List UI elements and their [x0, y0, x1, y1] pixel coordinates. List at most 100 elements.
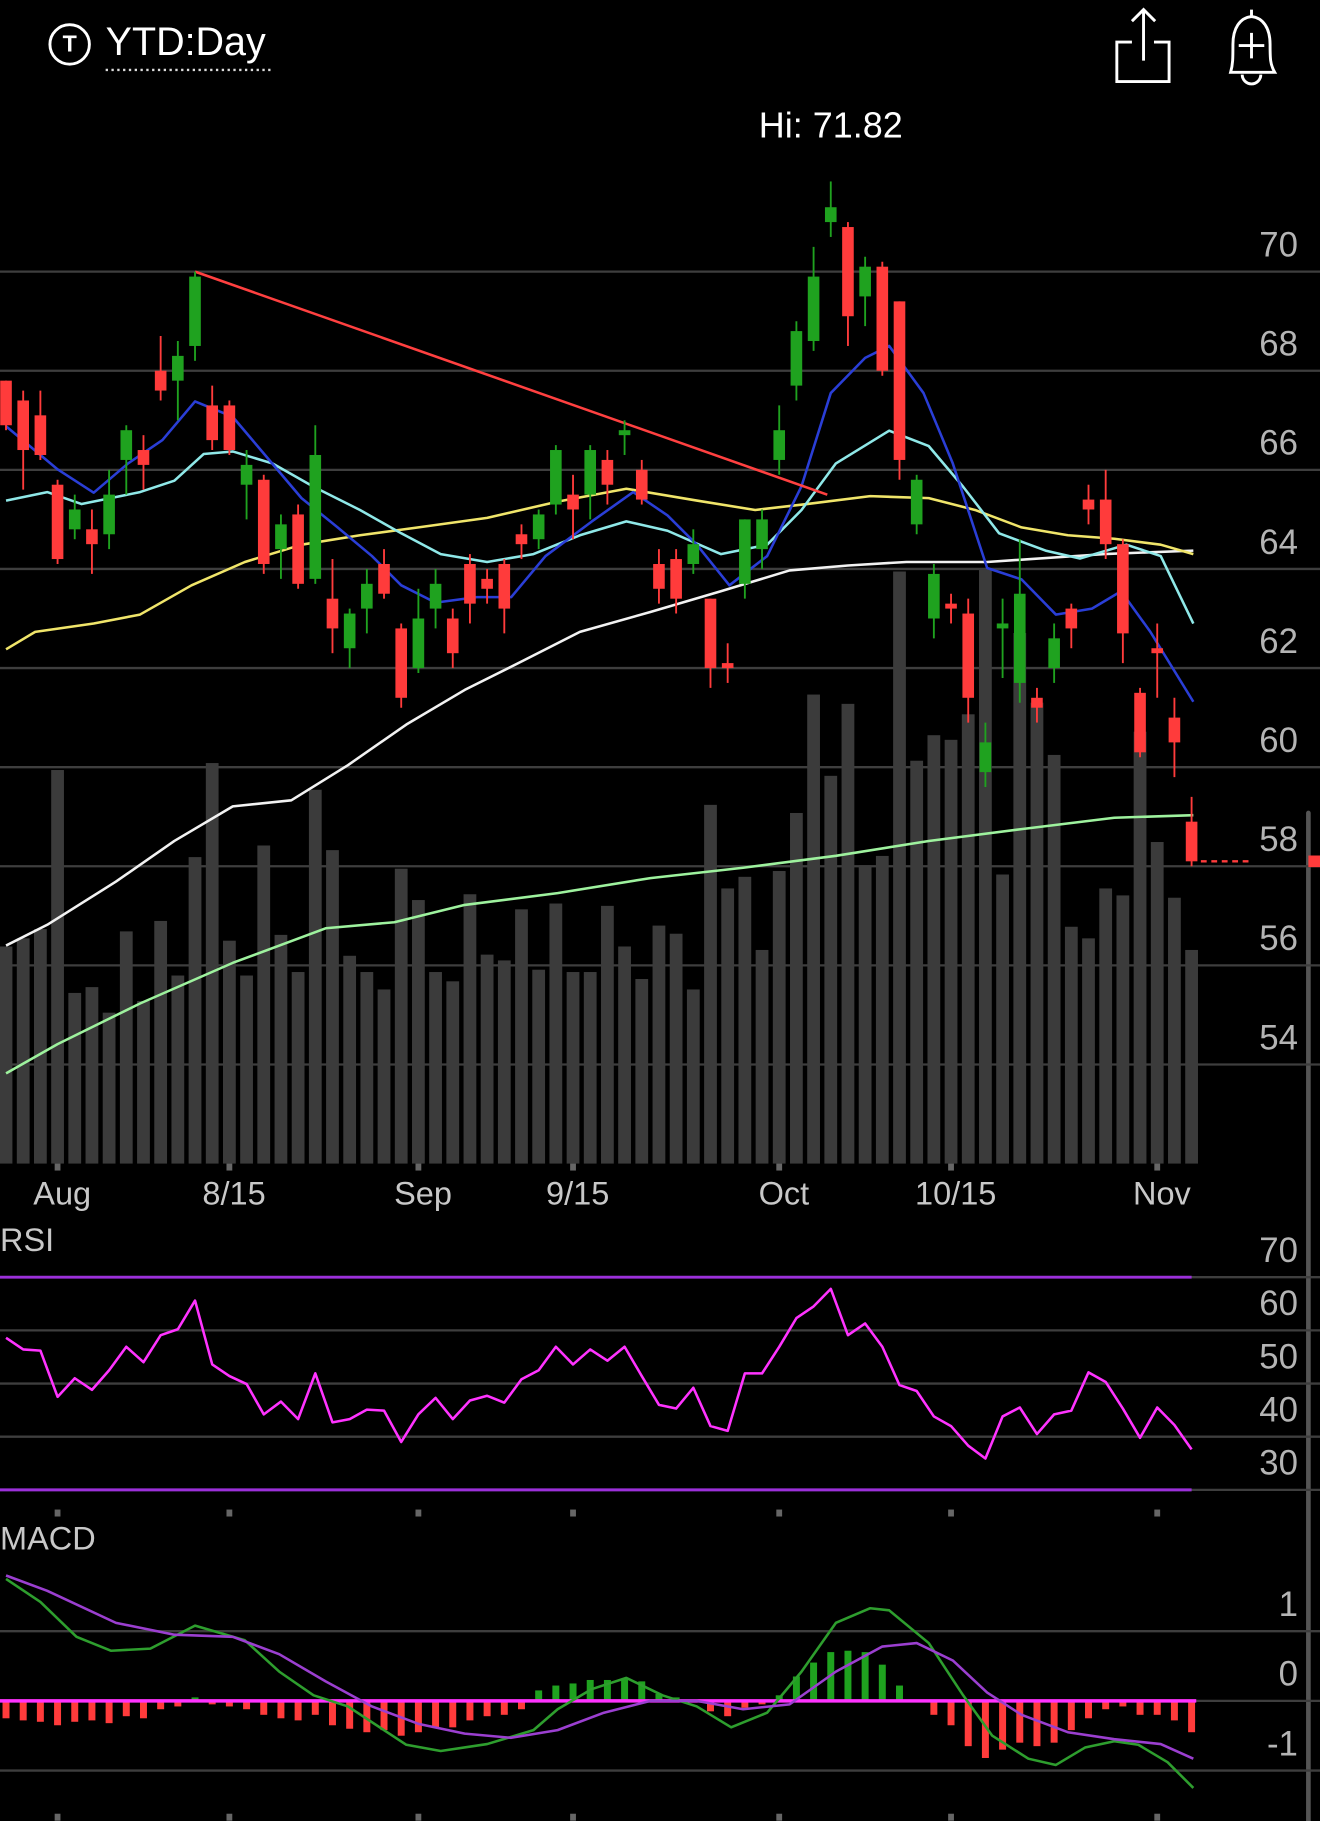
share-button[interactable] [1115, 7, 1171, 84]
volume-bar [1064, 926, 1078, 1164]
candle-body [618, 430, 631, 436]
histogram-bar [947, 1700, 955, 1726]
histogram-bar [724, 1700, 732, 1717]
volume-bar [154, 920, 168, 1164]
candle-body [739, 519, 751, 584]
candle-body [326, 598, 339, 629]
volume-bar [652, 925, 666, 1164]
histogram-bar [432, 1700, 440, 1728]
candle-body [928, 573, 940, 619]
y-tick-label: 56 [1259, 919, 1298, 958]
candle-body [1031, 697, 1043, 708]
moving-average-line [5, 487, 1194, 651]
volume-bar [291, 972, 305, 1164]
y-tick-label: 66 [1259, 424, 1298, 463]
volume-bar [807, 694, 820, 1164]
volume-bar [841, 703, 855, 1164]
candle-body [240, 464, 253, 485]
histogram-bar [1016, 1700, 1024, 1743]
y-tick-label: 62 [1259, 622, 1298, 661]
histogram-bar [964, 1700, 972, 1747]
volume-bar [1082, 938, 1095, 1164]
volume-bar [549, 903, 563, 1164]
signal-line [5, 1574, 1194, 1760]
histogram-bar [174, 1700, 182, 1707]
candle-body [1048, 638, 1060, 669]
candle-body [550, 450, 562, 505]
histogram-bar [861, 1652, 869, 1701]
candle-body [343, 613, 356, 649]
alert-button[interactable] [1228, 9, 1278, 86]
volume-bar [515, 909, 528, 1164]
trendline [194, 270, 828, 496]
candle-body [137, 450, 150, 465]
volume-bar [171, 975, 185, 1164]
volume-bar [858, 865, 872, 1164]
volume-bar [326, 850, 339, 1164]
histogram-bar [483, 1700, 491, 1717]
histogram-bar [277, 1700, 285, 1719]
volume-bar [1099, 888, 1113, 1164]
histogram-bar [552, 1685, 560, 1701]
candle-body [1117, 544, 1129, 634]
histogram-bar [363, 1700, 371, 1733]
candle-body [567, 494, 579, 510]
candle-body [962, 613, 975, 698]
candle-body [464, 563, 476, 604]
histogram-bar [243, 1700, 251, 1710]
histogram-bar [88, 1700, 96, 1721]
volume-bar [669, 933, 683, 1164]
candle-body [1099, 499, 1112, 545]
candle-body [670, 559, 682, 599]
histogram-bar [1188, 1700, 1196, 1733]
candle-body [876, 266, 889, 371]
y-tick-label: 70 [1259, 225, 1298, 264]
candle-body [361, 583, 373, 609]
histogram-bar [466, 1700, 474, 1721]
histogram-bar [380, 1700, 388, 1731]
candle-body [807, 276, 820, 342]
candle-body [996, 623, 1009, 629]
histogram-bar [328, 1700, 336, 1726]
histogram-bar [36, 1700, 44, 1722]
volume-bar [1168, 897, 1181, 1164]
volume-bar [102, 1012, 116, 1164]
x-tick-label: 9/15 [546, 1176, 609, 1212]
x-tick-label: Aug [33, 1176, 91, 1212]
histogram-bar [878, 1664, 886, 1701]
histogram-bar [930, 1700, 938, 1715]
x-tick-label: 10/15 [915, 1176, 996, 1212]
candle-body [172, 355, 184, 381]
volume-bar [961, 714, 975, 1164]
volume-bar [308, 789, 322, 1164]
bell-clapper [1240, 74, 1263, 86]
volume-bar [188, 857, 202, 1164]
volume-bar [360, 972, 374, 1164]
candle-body [34, 415, 47, 455]
histogram-bar [981, 1700, 989, 1758]
volume-bar [721, 888, 735, 1164]
candle-body [257, 479, 270, 564]
timeframe-button[interactable]: T YTD:Day [48, 20, 274, 72]
candle-body [292, 514, 304, 584]
histogram-bar [569, 1683, 577, 1701]
panel-label: RSI [0, 1222, 54, 1258]
y-tick-label: 70 [1259, 1231, 1298, 1270]
high-annotation: Hi: 71.82 [759, 105, 903, 146]
volume-bar [1116, 895, 1130, 1164]
candle-body [481, 578, 493, 589]
candle-body [515, 534, 528, 545]
plots: 54 56 58 60 62 64 66 68 70 Aug 8/15 Sep 9/15 Oct 10/15… [0, 105, 1320, 1821]
candle-body [979, 742, 992, 773]
volume-bar [996, 874, 1009, 1164]
x-tick-label: Sep [394, 1176, 452, 1212]
volume-bar [0, 946, 13, 1164]
y-tick-label: 64 [1259, 523, 1298, 562]
candle-body [68, 509, 81, 530]
volume-bar [704, 804, 717, 1164]
histogram-bar [638, 1681, 646, 1701]
volume-bar [274, 934, 288, 1164]
histogram-bar [707, 1700, 714, 1712]
histogram-bar [792, 1676, 800, 1701]
